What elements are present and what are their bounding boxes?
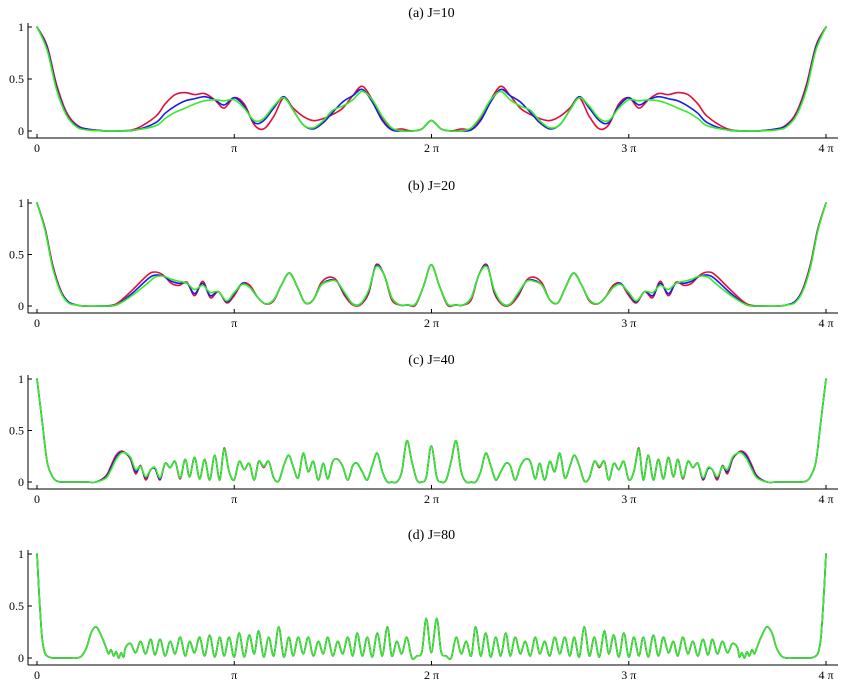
series-line-3	[36, 26, 827, 133]
panel-title: (d) J=80	[408, 528, 455, 543]
x-tick-label: π	[231, 316, 237, 330]
panel-title: (a) J=10	[408, 6, 454, 21]
panel-3: (c) J=40 0 π 2 π 3 π 4 π 0 0.5 1	[9, 353, 838, 506]
x-tick-label: 2 π	[424, 492, 439, 506]
series-line-3	[36, 202, 827, 307]
y-tick-label: 0.5	[9, 72, 24, 86]
series-line-2	[36, 553, 827, 660]
x-tick-label: 4 π	[818, 668, 833, 681]
x-tick-label: 3 π	[621, 668, 636, 681]
x-tick-label: π	[231, 141, 237, 155]
panel-1: (a) J=10 0 π 2 π 3 π 4 π 0 0.5 1	[9, 6, 838, 155]
series-line-2	[36, 202, 827, 307]
x-tick-label: 3 π	[621, 141, 636, 155]
x-tick-label: 3 π	[621, 492, 636, 506]
y-tick-label: 0	[18, 299, 24, 313]
x-tick-label: 4 π	[818, 141, 833, 155]
series-line-3	[36, 553, 827, 660]
series-line-3	[36, 378, 827, 484]
x-tick-label: 0	[34, 668, 40, 681]
y-tick-label: 0.5	[9, 248, 24, 262]
y-tick-label: 0	[18, 651, 24, 665]
x-tick-label: 0	[34, 492, 40, 506]
x-tick-label: 4 π	[818, 492, 833, 506]
panel-2: (b) J=20 0 π 2 π 3 π 4 π 0 0.5 1	[9, 179, 838, 330]
x-tick-label: 2 π	[424, 316, 439, 330]
series-line-1	[36, 202, 827, 308]
y-tick-label: 0	[18, 124, 24, 138]
y-tick-label: 1	[18, 547, 24, 561]
y-tick-label: 0.5	[9, 599, 24, 613]
x-tick-label: 2 π	[424, 141, 439, 155]
panel-4: (d) J=80 0 π 2 π 3 π 4 π 0 0.5 1	[9, 528, 838, 681]
x-tick-label: π	[231, 492, 237, 506]
series-line-1	[36, 26, 827, 133]
y-tick-label: 1	[18, 196, 24, 210]
x-tick-label: 0	[34, 316, 40, 330]
series-line-1	[36, 553, 827, 660]
panel-title: (b) J=20	[408, 179, 455, 194]
x-tick-label: 3 π	[621, 316, 636, 330]
x-tick-label: 4 π	[818, 316, 833, 330]
x-tick-label: 2 π	[424, 668, 439, 681]
x-tick-label: 0	[34, 141, 40, 155]
y-tick-label: 0	[18, 475, 24, 489]
x-tick-label: π	[231, 668, 237, 681]
series-line-2	[36, 26, 827, 132]
y-tick-label: 1	[18, 372, 24, 386]
y-tick-label: 0.5	[9, 424, 24, 438]
panel-title: (c) J=40	[408, 353, 454, 368]
y-tick-label: 1	[18, 20, 24, 34]
